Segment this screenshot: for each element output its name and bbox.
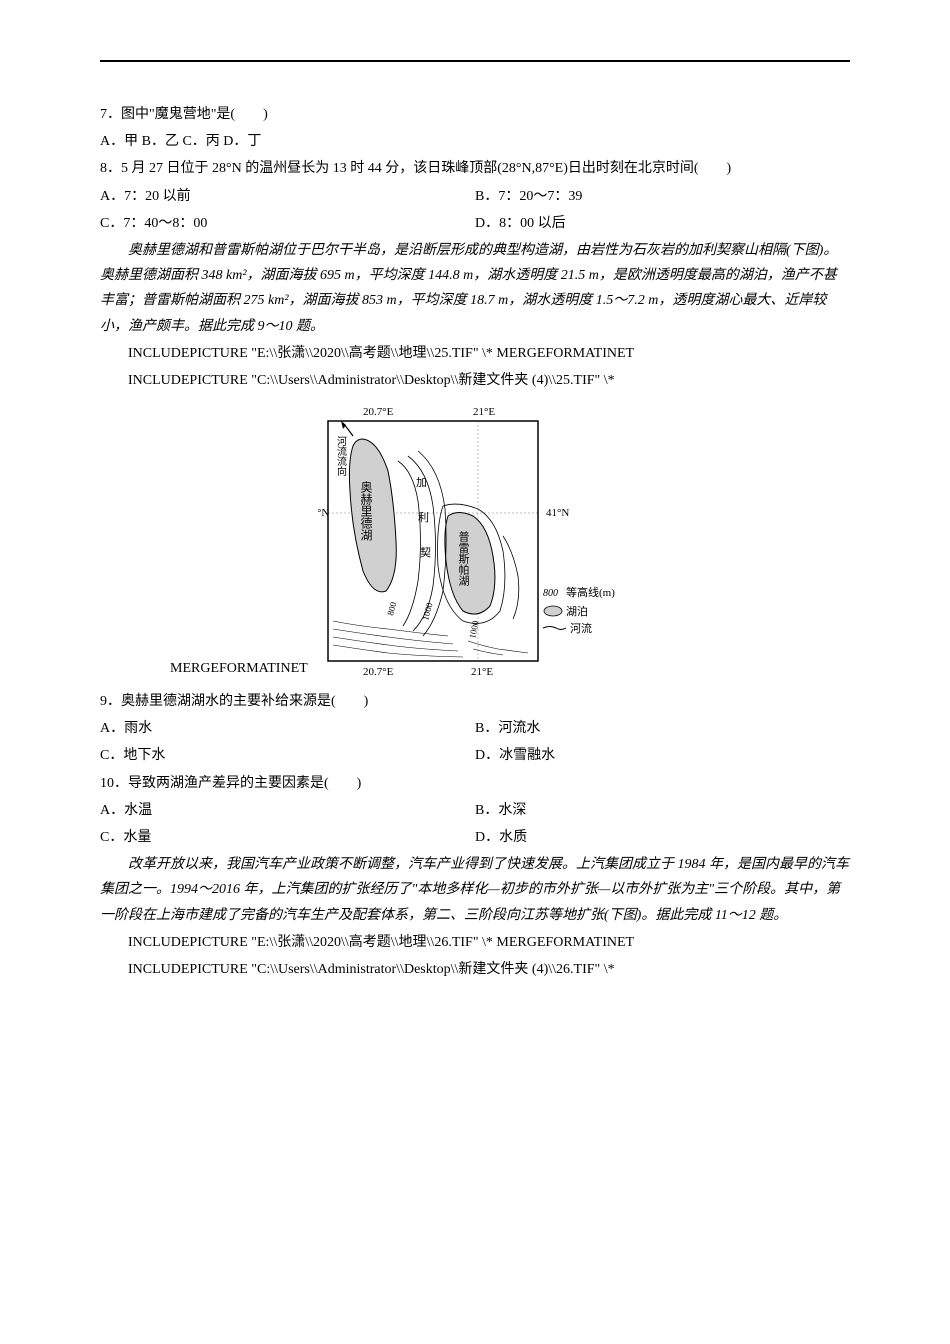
include-picture-1: INCLUDEPICTURE "E:\\张潇\\2020\\高考题\\地理\\2… [100,341,850,366]
q9-opt-c: C．地下水 [100,743,475,768]
q8-opt-a: A．7：20 以前 [100,184,475,209]
q10-opt-b: B．水深 [475,798,850,823]
include-picture-4: INCLUDEPICTURE "C:\\Users\\Administrator… [100,957,850,982]
header-divider [100,60,850,62]
lon-left-bot: 20.7°E [363,666,394,678]
question-9-options-row2: C．地下水 D．冰雪融水 [100,743,850,768]
lake1-label: 奥赫里德湖 [359,481,373,541]
lake2-label: 普雷斯帕湖 [457,530,470,587]
include-picture-2: INCLUDEPICTURE "C:\\Users\\Administrator… [100,368,850,393]
question-7-options: A．甲 B．乙 C．丙 D．丁 [100,129,850,154]
question-8-options-row1: A．7：20 以前 B．7：20～7：39 [100,184,850,209]
lat-right: 41°N [546,507,569,519]
question-10: 10．导致两湖渔产差异的主要因素是( ) [100,771,850,796]
map-figure-container: MERGEFORMATINET 20.7°E 21°E 41°N [100,401,850,681]
passage-auto: 改革开放以来，我国汽车产业政策不断调整，汽车产业得到了快速发展。上汽集团成立于 … [100,852,850,928]
question-7: 7．图中"魔鬼营地"是( ) [100,102,850,127]
question-10-options-row1: A．水温 B．水深 [100,798,850,823]
mt-char1: 加 [416,476,427,489]
passage-lakes: 奥赫里德湖和普雷斯帕湖位于巴尔干半岛，是沿断层形成的典型构造湖，由岩性为石灰岩的… [100,238,850,339]
q8-opt-d: D．8：00 以后 [475,211,850,236]
q10-opt-d: D．水质 [475,825,850,850]
question-9-options-row1: A．雨水 B．河流水 [100,716,850,741]
q9-opt-a: A．雨水 [100,716,475,741]
mt-char2: 利 [418,511,429,524]
q8-opt-c: C．7：40～8：00 [100,211,475,236]
merge-format-label: MERGEFORMATINET [100,656,308,681]
lon-right-top: 21°E [473,406,495,418]
q10-opt-a: A．水温 [100,798,475,823]
question-9: 9．奥赫里德湖湖水的主要补给来源是( ) [100,689,850,714]
question-10-options-row2: C．水量 D．水质 [100,825,850,850]
river-direction-label: 河流流向 [334,436,346,476]
legend-river: 河流 [570,621,592,635]
lon-right-bot: 21°E [471,666,493,678]
question-8: 8．5 月 27 日位于 28°N 的温州昼长为 13 时 44 分，该日珠峰顶… [100,156,850,181]
q8-opt-b: B．7：20～7：39 [475,184,850,209]
lat-left: 41°N [318,507,329,519]
q9-opt-d: D．冰雪融水 [475,743,850,768]
q9-opt-b: B．河流水 [475,716,850,741]
legend-contour-val: 800 [543,588,558,599]
lon-left-top: 20.7°E [363,406,394,418]
mt-char3: 契 [420,545,431,559]
legend-contour: 等高线(m) [566,585,615,599]
question-8-options-row2: C．7：40～8：00 D．8：00 以后 [100,211,850,236]
legend-lake: 湖泊 [566,605,588,618]
include-picture-3: INCLUDEPICTURE "E:\\张潇\\2020\\高考题\\地理\\2… [100,930,850,955]
q10-opt-c: C．水量 [100,825,475,850]
lake-map: 20.7°E 21°E 41°N 奥赫里德湖 加 利 契 [318,401,628,681]
